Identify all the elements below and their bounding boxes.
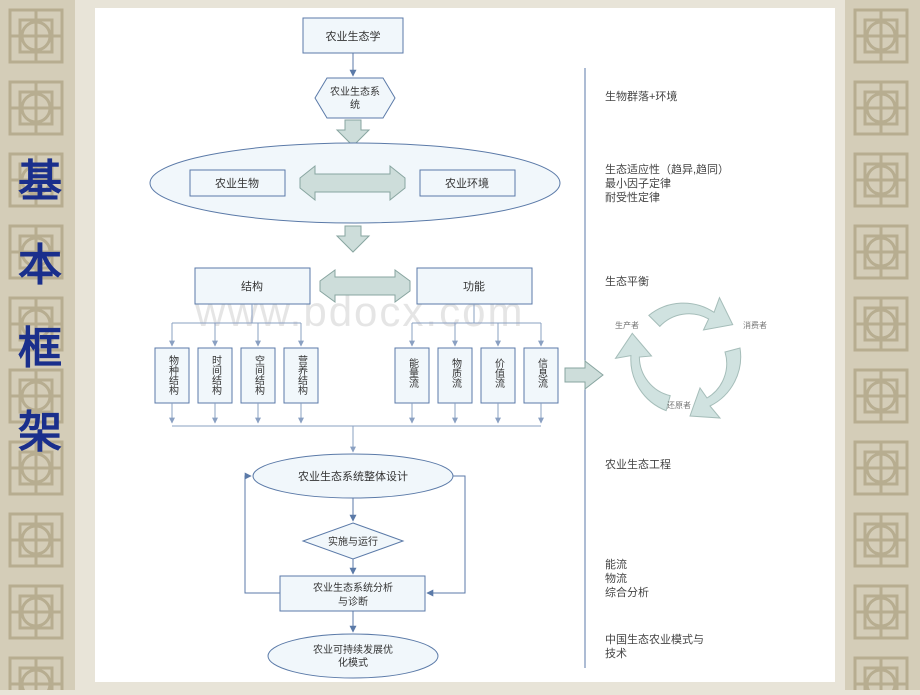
node-bio-label: 农业生物 <box>215 176 259 190</box>
arrow-down-2 <box>337 226 369 252</box>
title-char-4: 架 <box>5 391 75 475</box>
right-border-column <box>845 0 920 690</box>
node-env-label: 农业环境 <box>445 176 489 190</box>
cycle-label-tr: 消费者 <box>743 320 767 330</box>
label-r2-2: 最小因子定律 <box>605 176 671 190</box>
label-r2-1: 生态适应性（趋异,趋同） <box>605 162 729 176</box>
edge-design-analysis-right <box>427 476 465 593</box>
node-analysis-l2: 与诊断 <box>338 595 368 608</box>
s4-label: 营养结构 <box>296 354 308 396</box>
s2-label: 时间结构 <box>210 355 222 396</box>
node-top-label: 农业生态学 <box>326 29 381 43</box>
f1-label: 能量流 <box>407 357 419 389</box>
s3-label: 空间结构 <box>253 354 265 396</box>
node-sustain <box>268 634 438 678</box>
node-design-label: 农业生态系统整体设计 <box>298 469 408 483</box>
flowchart-diagram: 农业生态学 农业生态系 统 农业生物 农业环境 结构 功能 <box>95 8 835 682</box>
label-r4: 农业生态工程 <box>605 457 671 471</box>
cycle-label-tl: 生产者 <box>615 320 639 330</box>
edge-feedback <box>245 476 280 593</box>
label-r6-1: 中国生态农业模式与 <box>605 632 704 646</box>
node-hexagon-label1: 农业生态系 <box>330 85 380 98</box>
slide-title-vertical: 基 本 框 架 <box>5 140 75 474</box>
label-r5-1: 能流 <box>605 557 627 571</box>
label-r5-2: 物流 <box>605 571 627 585</box>
node-analysis-l1: 农业生态系统分析 <box>313 581 393 594</box>
f4-label: 信息流 <box>536 358 548 389</box>
f3-label: 价值流 <box>493 358 505 389</box>
label-r5-3: 综合分析 <box>605 585 649 599</box>
label-r2-3: 耐受性定律 <box>605 190 660 204</box>
label-r6-2: 技术 <box>605 647 627 660</box>
cycle-diagram <box>605 280 740 418</box>
node-structure-label: 结构 <box>241 279 263 293</box>
node-hexagon-label2: 统 <box>350 98 360 111</box>
label-r3: 生态平衡 <box>605 274 649 288</box>
content-panel: www.bdocx.com 农业生态学 农业生态系 统 农业生物 农业环境 <box>95 8 835 682</box>
node-sustain-l2: 化模式 <box>338 656 368 669</box>
arrow-to-cycle <box>565 361 603 389</box>
node-hexagon <box>315 78 395 118</box>
cycle-label-b: 还原者 <box>667 400 691 410</box>
title-char-1: 基 <box>5 140 75 224</box>
node-sustain-l1: 农业可持续发展优 <box>313 643 393 656</box>
title-char-3: 框 <box>5 307 75 391</box>
border-ornament-right <box>845 0 920 690</box>
double-arrow-2 <box>320 270 410 302</box>
arrow-down-1 <box>337 120 369 146</box>
node-function-label: 功能 <box>463 279 485 293</box>
f2-label: 物质流 <box>450 357 462 389</box>
label-r1: 生物群落+环境 <box>605 89 677 103</box>
title-char-2: 本 <box>5 224 75 308</box>
s1-label: 物种结构 <box>167 354 179 396</box>
node-impl-label: 实施与运行 <box>328 535 378 548</box>
